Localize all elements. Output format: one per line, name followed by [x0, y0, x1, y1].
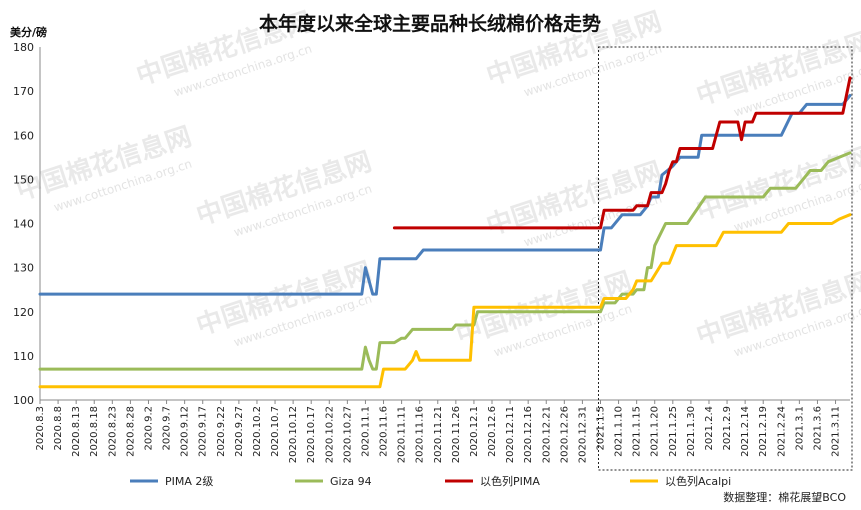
y-tick-label: 130 — [13, 262, 34, 275]
x-tick-label: 2021.1.5 — [595, 406, 606, 451]
x-tick-label: 2021.3.1 — [794, 406, 805, 451]
y-tick-label: 150 — [13, 173, 34, 186]
x-tick-label: 2020.10.12 — [288, 406, 299, 463]
x-tick-label: 2021.2.9 — [722, 406, 733, 451]
legend: PIMA 2级 Giza 94 以色列PIMA 以色列Acalpi — [130, 474, 731, 488]
x-tick-label: 2020.12.26 — [559, 406, 570, 463]
x-tick-label: 2020.9.17 — [198, 406, 209, 457]
x-tick-label: 2021.3.6 — [812, 406, 823, 451]
x-tick-label: 2021.1.10 — [614, 406, 625, 457]
source-note: 数据整理：棉花展望BCO — [723, 490, 846, 504]
x-tick-label: 2020.11.21 — [433, 406, 444, 463]
y-tick-label: 180 — [13, 41, 34, 54]
series-line — [38, 94, 852, 296]
x-tick-label: 2020.9.22 — [216, 406, 227, 457]
highlight-box — [597, 46, 853, 471]
x-tick-label: 2021.3.11 — [831, 406, 842, 457]
x-tick-label: 2020.8.3 — [35, 406, 46, 451]
x-tick-label: 2021.2.14 — [740, 406, 751, 457]
x-tick-label: 2021.2.19 — [758, 406, 769, 457]
x-tick-label: 2020.11.1 — [360, 406, 371, 457]
chart-title: 本年度以来全球主要品种长绒棉价格走势 — [259, 12, 601, 35]
legend-label: 以色列PIMA — [480, 474, 540, 488]
x-tick-label: 2020.12.6 — [487, 406, 498, 457]
x-tick-label: 2020.10.27 — [342, 406, 353, 463]
y-tick-label: 170 — [13, 85, 34, 98]
x-tick-label: 2021.2.4 — [704, 406, 715, 451]
x-tick-label: 2020.8.23 — [107, 406, 118, 457]
x-tick-label: 2020.11.6 — [379, 406, 390, 457]
x-tick-label: 2020.8.28 — [125, 406, 136, 457]
x-tick-label: 2020.10.2 — [252, 406, 263, 457]
y-axis: 100 110 120 130 140 150 160 170 180 — [13, 41, 41, 407]
x-tick-label: 2020.9.2 — [143, 406, 154, 451]
series-line — [392, 76, 852, 230]
x-tick-label: 2020.8.8 — [53, 406, 64, 451]
x-tick-label: 2020.8.13 — [71, 406, 82, 457]
x-tick-label: 2020.8.18 — [89, 406, 100, 457]
legend-label: Giza 94 — [330, 475, 372, 488]
x-tick-label: 2020.10.7 — [270, 406, 281, 457]
x-tick-label: 2021.1.30 — [686, 406, 697, 457]
x-tick-label: 2021.2.24 — [776, 406, 787, 457]
x-tick-label: 2021.1.25 — [668, 406, 679, 457]
y-tick-label: 160 — [13, 129, 34, 142]
legend-label: 以色列Acalpi — [665, 474, 731, 488]
x-tick-label: 2020.11.11 — [397, 406, 408, 463]
x-tick-label: 2020.12.21 — [541, 406, 552, 463]
y-tick-label: 110 — [13, 350, 34, 363]
x-tick-label: 2020.12.31 — [577, 406, 588, 463]
y-tick-label: 100 — [13, 394, 34, 407]
y-tick-label: 120 — [13, 306, 34, 319]
x-tick-label: 2020.9.12 — [180, 406, 191, 457]
x-tick-label: 2020.10.17 — [306, 406, 317, 463]
x-tick-label: 2021.1.20 — [650, 406, 661, 457]
x-tick-label: 2020.9.7 — [162, 406, 173, 451]
x-tick-label: 2020.10.22 — [324, 406, 335, 463]
x-tick-label: 2020.12.16 — [523, 406, 534, 463]
y-tick-label: 140 — [13, 218, 34, 231]
x-axis: 2020.8.3 2020.8.8 2020.8.13 2020.8.18 2020.8… — [35, 399, 850, 463]
x-tick-label: 2020.12.1 — [469, 406, 480, 457]
x-tick-label: 2021.1.15 — [632, 406, 643, 457]
series-line — [38, 213, 852, 389]
legend-label: PIMA 2级 — [165, 475, 213, 488]
series-layer — [38, 76, 852, 389]
x-tick-label: 2020.11.26 — [451, 406, 462, 463]
x-tick-label: 2020.9.27 — [234, 406, 245, 457]
x-tick-label: 2020.11.16 — [415, 406, 426, 463]
y-axis-unit: 美分/磅 — [10, 25, 47, 39]
x-tick-label: 2020.12.11 — [505, 406, 516, 463]
